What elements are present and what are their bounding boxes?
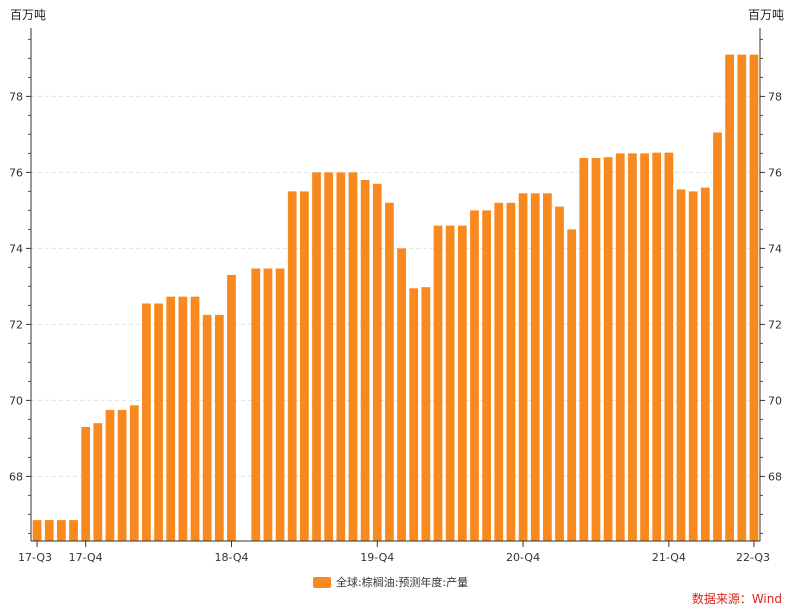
legend-swatch <box>313 576 331 588</box>
y-tick-label-left: 68 <box>9 470 23 483</box>
bar <box>470 210 479 541</box>
y-tick-label-right: 78 <box>768 90 782 103</box>
x-tick-label: 19-Q4 <box>360 551 394 564</box>
y-tick-label-left: 70 <box>9 394 23 407</box>
bar <box>518 193 528 542</box>
y-tick-label-right: 72 <box>768 318 782 331</box>
y-tick-label-left: 72 <box>9 318 23 331</box>
x-tick-label: 17-Q4 <box>69 551 103 564</box>
bar <box>166 296 176 541</box>
bar <box>397 248 406 541</box>
bar <box>178 296 188 541</box>
bar <box>300 191 309 541</box>
legend-label: 全球:棕榈油:预测年度:产量 <box>336 576 469 589</box>
y-tick-label-left: 78 <box>9 90 23 103</box>
axes: 68 68 70 70 72 72 74 74 76 76 78 78 17-Q3 17-Q4 18-Q4 1… <box>9 28 782 564</box>
bar <box>251 268 261 541</box>
bar <box>494 202 504 542</box>
y-tick-label-right: 76 <box>768 166 782 179</box>
bar <box>445 225 455 541</box>
bar <box>263 268 273 541</box>
bar <box>725 54 734 541</box>
bar <box>628 153 637 541</box>
bar <box>749 54 759 541</box>
bar <box>603 157 613 541</box>
bar <box>591 157 601 541</box>
bar <box>409 288 419 541</box>
bar <box>287 191 297 541</box>
y-axis-unit-right: 百万吨 <box>747 8 784 22</box>
bar <box>93 423 103 541</box>
y-tick-label-right: 68 <box>768 470 782 483</box>
bar <box>44 520 54 541</box>
bar <box>154 303 163 541</box>
bar <box>506 202 516 542</box>
bar <box>433 225 443 541</box>
bar <box>324 172 334 541</box>
x-tick-label: 18-Q4 <box>214 551 248 564</box>
bar <box>69 520 78 541</box>
bar <box>105 409 115 541</box>
bar <box>530 193 540 542</box>
bar <box>190 296 200 541</box>
bar <box>129 405 139 541</box>
bar <box>640 153 649 541</box>
bar <box>664 152 674 541</box>
bar <box>312 172 321 541</box>
x-tick-label: 20-Q4 <box>506 551 540 564</box>
bar <box>713 132 722 541</box>
bar <box>32 520 42 541</box>
bar <box>275 268 285 541</box>
data-source: 数据来源：Wind <box>691 592 782 606</box>
bar <box>567 229 577 541</box>
y-tick-label-left: 76 <box>9 166 23 179</box>
bar <box>202 314 212 541</box>
bars <box>32 54 759 542</box>
bar <box>385 202 394 542</box>
bar <box>117 409 127 541</box>
y-tick-label-right: 74 <box>768 242 782 255</box>
bar <box>336 172 346 541</box>
bar <box>372 183 382 542</box>
bar <box>555 206 564 541</box>
y-axis-unit-left: 百万吨 <box>10 8 47 22</box>
bar <box>214 314 224 541</box>
legend[interactable]: 全球:棕榈油:预测年度:产量 <box>313 574 468 590</box>
bar <box>57 520 66 541</box>
bar <box>700 187 710 541</box>
x-tick-label: 21-Q4 <box>652 551 686 564</box>
bar <box>688 191 698 541</box>
bar <box>227 275 236 541</box>
bar <box>142 303 151 541</box>
bar <box>579 157 589 541</box>
bar <box>615 153 625 541</box>
y-tick-label-left: 74 <box>9 242 23 255</box>
bar <box>543 193 552 542</box>
bar <box>652 152 662 541</box>
bar <box>482 210 491 541</box>
y-tick-label-right: 70 <box>768 394 782 407</box>
x-tick-label: 17-Q3 <box>18 551 52 564</box>
bar <box>81 427 91 541</box>
bar <box>737 54 747 541</box>
bar <box>676 189 686 541</box>
bar <box>360 180 370 541</box>
x-tick-label: 22-Q3 <box>736 551 770 564</box>
gridlines <box>31 95 760 477</box>
bar <box>421 287 431 541</box>
bar <box>348 172 358 541</box>
bar <box>457 225 467 541</box>
